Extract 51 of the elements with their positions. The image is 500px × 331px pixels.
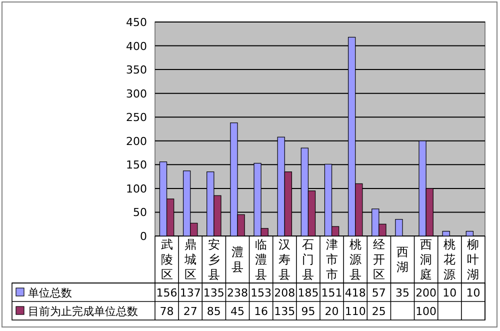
- x-tick-label: 柳叶湖: [467, 238, 480, 282]
- y-tick-label: 300: [126, 87, 147, 100]
- x-tick-label: 汉寿县: [278, 238, 291, 282]
- y-tick-label: 400: [126, 40, 147, 53]
- data-label: 100: [416, 305, 437, 318]
- data-label: 45: [230, 305, 244, 318]
- y-tick-label: 150: [126, 158, 147, 172]
- data-label: 200: [416, 286, 437, 300]
- data-label: 27: [183, 305, 198, 318]
- x-tick-label: 桃源县: [349, 238, 362, 282]
- data-label: 137: [180, 286, 201, 300]
- y-tick-label: 100: [126, 182, 147, 196]
- data-label: 85: [206, 305, 221, 318]
- data-label: 156: [156, 286, 178, 300]
- x-tick-label: 临澧县: [255, 238, 268, 282]
- data-label: 153: [250, 286, 272, 300]
- x-tick-label: 鼎城区: [183, 238, 196, 282]
- data-label: 185: [298, 286, 319, 300]
- y-tick-label: 200: [126, 134, 147, 148]
- data-label: 151: [321, 286, 342, 300]
- data-label: 10: [442, 286, 457, 300]
- y-tick-label: 0: [140, 230, 147, 243]
- x-tick-label: 津市市: [326, 238, 338, 282]
- data-label: 135: [274, 305, 296, 318]
- y-tick-label: 50: [133, 206, 147, 220]
- y-tick-label: 250: [126, 111, 147, 124]
- data-label: 110: [344, 305, 366, 318]
- x-tick-label: 西洞庭: [420, 238, 432, 282]
- data-label: 135: [203, 286, 224, 300]
- legend-label: 单位总数: [28, 286, 72, 300]
- x-tick-label: 西湖: [396, 245, 408, 274]
- x-tick-label: 澧县: [232, 245, 244, 274]
- data-label: 25: [372, 305, 386, 318]
- x-tick-label: 经开区: [372, 238, 385, 282]
- data-label: 208: [274, 286, 296, 300]
- data-label: 78: [160, 305, 174, 318]
- x-tick-label: 安乡县: [208, 238, 220, 282]
- x-tick-label: 武陵区: [160, 238, 173, 282]
- x-tick-label: 石门县: [302, 238, 314, 282]
- data-label: 16: [254, 305, 268, 318]
- data-label: 57: [372, 286, 386, 300]
- data-label: 35: [396, 286, 410, 300]
- y-tick-label: 350: [126, 64, 147, 77]
- legend-label: 目前为止完成单位总数: [28, 305, 138, 318]
- x-tick-label: 桃花源: [444, 238, 456, 282]
- data-label: 95: [301, 305, 316, 318]
- y-tick-label: 450: [126, 16, 147, 29]
- data-label: 418: [344, 286, 366, 300]
- data-label: 20: [324, 305, 339, 318]
- data-label: 238: [227, 286, 248, 300]
- data-label: 10: [466, 286, 480, 300]
